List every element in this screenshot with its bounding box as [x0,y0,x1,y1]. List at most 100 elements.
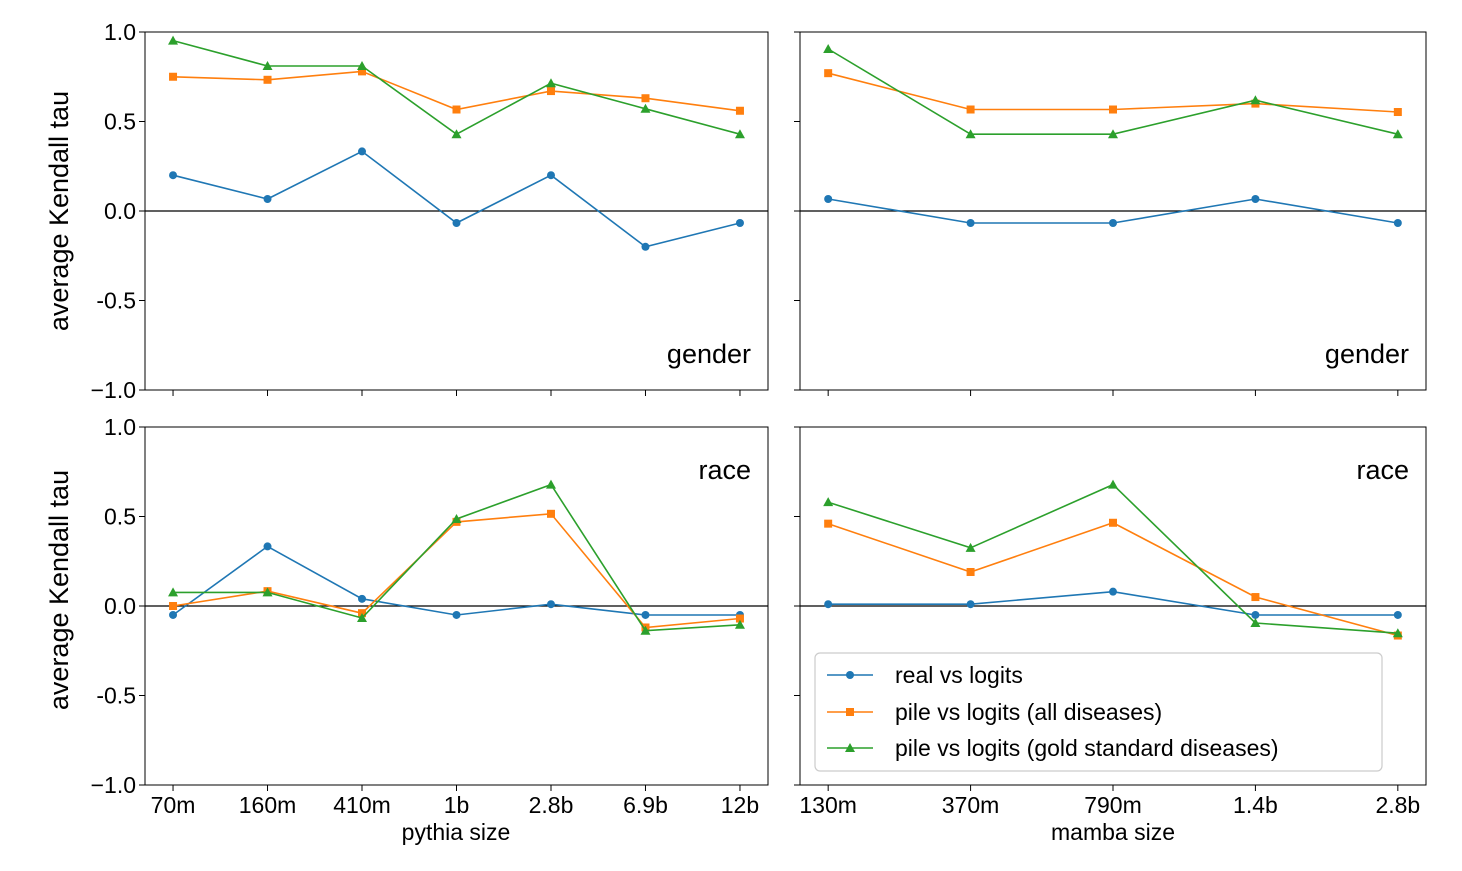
legend-label-all: pile vs logits (all diseases) [895,699,1162,725]
x-tick-label: 6.9b [623,792,668,818]
data-point [734,619,745,629]
data-point [641,610,650,619]
series-real [169,147,744,251]
x-tick-label: 130m [799,792,857,818]
y-tick-label: -0.5 [96,288,136,314]
panel-annotation: race [698,455,751,485]
data-point [824,195,833,204]
data-point [966,105,975,114]
y-axis-label-top: average Kendall tau [44,91,74,331]
data-point [546,600,555,609]
data-point [640,625,651,635]
x-tick-label: 2.8b [1375,792,1420,818]
y-tick-label: 1.0 [104,19,136,45]
data-point [1250,618,1261,628]
series-line-gold-standard [173,483,741,632]
panel-bottom-right: 130m 370m 790m 1.4b 2.8b race [794,426,1427,818]
y-tick-label: −1.0 [91,772,136,798]
series-real [169,542,744,619]
legend: real vs logits pile vs logits (all disea… [814,652,1383,772]
data-point [1251,593,1260,602]
data-point [452,610,461,619]
data-point [734,129,745,139]
data-point [358,67,367,76]
y-tick-label: 0.0 [104,198,136,224]
x-tick-label: 160m [239,792,297,818]
data-point [1109,518,1117,527]
data-point [451,129,462,139]
data-point [1251,610,1260,619]
data-point [966,567,975,576]
data-point [452,218,461,227]
data-point [1392,628,1403,638]
data-point [358,147,367,156]
data-point [263,195,272,204]
data-point [966,218,975,227]
data-point [168,587,179,597]
series-line-all-diseases [172,70,741,112]
data-point [1392,129,1403,139]
series-line-gold-standard [827,48,1398,135]
series-line-gold-standard [172,39,741,136]
x-tick-label: 370m [942,792,1000,818]
legend-marker-square [846,708,854,716]
series-all-diseases [824,69,1402,117]
data-point [1109,105,1117,114]
data-point [1108,479,1118,489]
series-line-all-diseases [827,521,1399,637]
x-tick-label: 2.8b [529,792,574,818]
y-tick-label: 1.0 [104,414,136,440]
x-tick-label: 12b [721,792,759,818]
data-point [1109,218,1117,227]
legend-label-gold: pile vs logits (gold standard diseases) [895,735,1279,761]
series-all-diseases [824,518,1402,640]
x-axis-label-pythia: pythia size [402,819,511,845]
panel-annotation: race [1356,455,1409,485]
data-point [823,497,834,507]
series-real [824,587,1402,619]
x-tick-label: 1b [444,792,470,818]
legend-label-real: real vs logits [895,662,1023,688]
data-point [1109,587,1117,596]
x-axis-label-mamba: mamba size [1051,819,1175,845]
data-point [169,602,178,610]
y-tick-label: 0.5 [104,109,136,135]
y-tick-label: -0.5 [96,683,136,709]
data-point [1393,218,1402,227]
data-point [735,614,744,623]
panels: 1.0 0.5 0.0 -0.5 −1.0 gender gender 1.0 0.5 0.0 -0… [91,19,1427,818]
data-point [965,129,976,139]
panel-annotation: gender [667,339,751,369]
data-point [357,612,368,622]
series-gold-standard [168,35,745,139]
y-tick-label: −1.0 [91,377,136,403]
panel-top-left: 1.0 0.5 0.0 -0.5 −1.0 gender [91,19,769,403]
data-point [1393,108,1402,117]
legend-box [814,652,1383,772]
panel-bottom-left: 1.0 0.5 0.0 -0.5 −1.0 70m 160m 410m 1b 2.8b 6.9b 12… [91,414,769,818]
data-point [358,594,367,603]
legend-entry-gold: pile vs logits (gold standard diseases) [827,735,1279,761]
y-tick-label: 0.0 [104,593,136,619]
legend-entry-real: real vs logits [827,662,1023,688]
data-point [169,72,178,81]
data-point [1108,129,1118,139]
legend-marker-circle [846,671,854,679]
data-point [965,542,976,552]
x-tick-label: 410m [333,792,391,818]
legend-entry-all: pile vs logits (all diseases) [827,699,1162,725]
series-line-real [172,545,740,616]
panel-annotation: gender [1325,339,1409,369]
data-point [641,94,650,103]
data-point [966,600,975,609]
data-point [263,75,272,84]
data-point [263,542,272,551]
data-point [169,610,178,619]
series-line-gold-standard [827,483,1398,634]
data-point [451,514,462,524]
x-tick-label: 70m [151,792,196,818]
data-point [641,242,650,251]
data-point [1250,95,1261,105]
data-point [546,171,555,180]
